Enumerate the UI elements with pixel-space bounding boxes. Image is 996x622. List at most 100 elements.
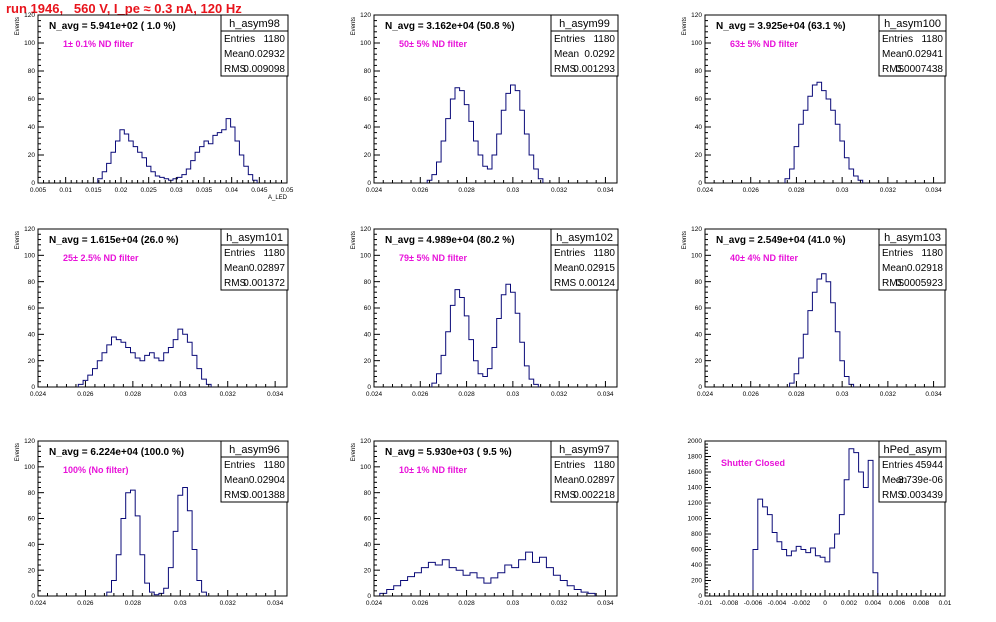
navg-label: N_avg = 1.615e+04 (26.0 %) [49, 235, 179, 246]
histogram-bin [97, 361, 102, 387]
histogram-bin [511, 292, 516, 387]
y-tick-label: 100 [24, 40, 35, 47]
y-tick-label: 20 [695, 358, 703, 365]
x-tick-label: 0.01 [939, 600, 952, 607]
x-tick-label: 0.026 [743, 391, 760, 398]
stats-rms-label: RMS [882, 490, 905, 501]
histogram-bin [191, 161, 195, 183]
histogram-bin [140, 361, 145, 387]
histogram-bin [487, 369, 492, 387]
stats-mean-value: 0.02897 [579, 475, 616, 486]
histogram-bin [796, 546, 801, 596]
stats-rms-label: RMS [224, 64, 247, 75]
histogram-bin [498, 573, 505, 596]
histogram-bin [826, 99, 831, 183]
y-tick-label: 120 [360, 12, 371, 19]
histogram-panel-h_asym103: 0.024 0.026 0.028 0.03 0.032 0.034 0 20 40 60 80 10… [682, 226, 947, 398]
histogram-bin [208, 144, 212, 183]
y-tick-label: 80 [364, 68, 372, 75]
stats-box [878, 456, 947, 503]
x-tick-label: 0.008 [913, 600, 930, 607]
histogram-bin [588, 593, 595, 596]
histogram-bin [226, 119, 230, 183]
histogram-bin [520, 110, 525, 183]
histogram-bin [478, 155, 483, 183]
x-tick-label: 0.026 [412, 391, 429, 398]
histogram-bin [121, 519, 126, 597]
histogram-bin [826, 282, 831, 387]
histogram-bin [492, 155, 497, 183]
histogram-bin [767, 515, 772, 596]
histogram-bin [133, 147, 137, 183]
filter-label: 100% (No filter) [63, 465, 129, 475]
stats-rms-value: 0.002218 [573, 490, 615, 501]
x-tick-label: -0.002 [792, 600, 811, 607]
histogram-bin [790, 383, 795, 387]
y-tick-label: 80 [364, 490, 372, 497]
histogram-bin [437, 162, 442, 183]
histogram-bin [124, 134, 128, 183]
histogram-bin [168, 348, 173, 388]
histogram-bin [511, 85, 516, 183]
histogram-bin [126, 348, 131, 388]
y-tick-label: 20 [28, 358, 36, 365]
x-tick-label: 0.024 [366, 187, 383, 194]
histogram-name: h_asym96 [229, 444, 280, 456]
stats-entries-value: 1180 [263, 460, 285, 471]
y-tick-label: 40 [695, 124, 703, 131]
histogram-bin [111, 152, 115, 183]
filter-label: Shutter Closed [721, 458, 785, 468]
histogram-bin [432, 383, 437, 387]
x-tick-label: 0.03 [836, 187, 849, 194]
histogram-panel-h_asym100: 0.024 0.026 0.028 0.03 0.032 0.034 0 20 40 60 80 10… [682, 12, 947, 194]
histogram-bin [831, 303, 836, 387]
page-title: run 1946, 560 V, I_pe ≈ 0.3 nA, 120 Hz [6, 1, 242, 16]
x-tick-label: 0.002 [841, 600, 858, 607]
x-tick-label: 0.026 [77, 600, 94, 607]
histogram-name: h_asym101 [226, 232, 283, 244]
stats-entries-label: Entries [554, 34, 585, 45]
histogram-bin [854, 453, 859, 596]
histogram-bin [394, 586, 401, 596]
histogram-bin [449, 568, 456, 596]
histogram-bin [787, 556, 792, 596]
y-tick-label: 40 [28, 332, 36, 339]
histogram-bin [790, 169, 795, 183]
histogram-bin [455, 290, 460, 387]
histogram-bin [526, 552, 533, 596]
stats-rms-value: 0.001388 [243, 490, 285, 501]
y-tick-label: 0 [31, 384, 35, 391]
histogram-bin [116, 141, 120, 183]
y-tick-label: 120 [360, 438, 371, 445]
histogram-bin [540, 557, 547, 596]
histogram-bin [116, 340, 121, 387]
x-tick-label: 0.026 [77, 391, 94, 398]
x-tick-label: 0.02 [115, 187, 128, 194]
stats-mean-label: Mean [224, 49, 249, 60]
histogram-bin [202, 379, 207, 387]
histogram-bin [822, 91, 827, 183]
y-tick-label: 40 [28, 124, 36, 131]
y-tick-label: 2000 [688, 438, 703, 445]
histogram-bin [150, 353, 155, 387]
histogram-line [426, 84, 544, 183]
y-tick-label: 40 [695, 332, 703, 339]
histogram-bin [533, 562, 540, 596]
stats-entries-label: Entries [554, 460, 585, 471]
histogram-bin [801, 550, 806, 597]
histogram-line [97, 118, 258, 183]
histogram-bin [235, 141, 239, 183]
histogram-bin [120, 130, 124, 183]
stats-box [550, 456, 619, 503]
histogram-bin [239, 155, 243, 183]
histogram-bin [464, 105, 469, 183]
histogram-bin [78, 384, 83, 387]
histogram-bin [213, 135, 217, 183]
histogram-bin [863, 488, 868, 597]
y-tick-label: 0 [698, 593, 702, 600]
histogram-bin [192, 355, 197, 387]
y-tick-label: 120 [691, 226, 702, 233]
histogram-panel-h_asym101: 0.024 0.026 0.028 0.03 0.032 0.034 0 20 40 60 80 10… [15, 226, 289, 398]
histogram-bin [460, 91, 465, 183]
filter-label: 1± 0.1% ND filter [63, 39, 134, 49]
